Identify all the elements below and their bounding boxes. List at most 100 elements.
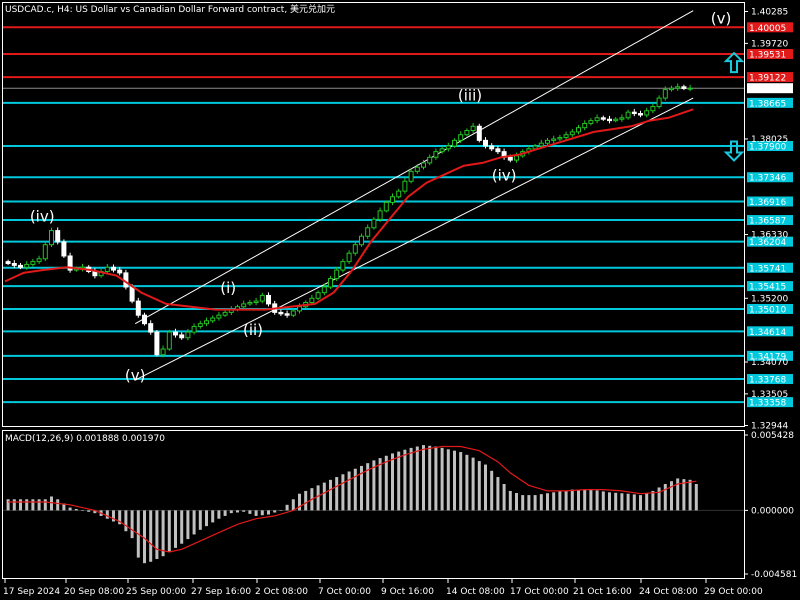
candle-body [247, 302, 253, 305]
macd-bar [403, 449, 407, 511]
candle-body [408, 170, 414, 182]
candle-body [402, 180, 408, 192]
macd-pane[interactable]: MACD(12,26,9) 0.001888 0.001970 [2, 430, 745, 579]
candle-body [396, 190, 402, 198]
price-pane-frame [2, 2, 745, 427]
price-tick-label: 1.40285 [751, 8, 788, 18]
macd-bar [304, 490, 308, 511]
macd-bar [124, 510, 128, 532]
channel-lower-line [134, 97, 694, 381]
macd-bar [6, 499, 10, 511]
level-price-box [747, 22, 793, 33]
level-price-box [747, 172, 793, 183]
current-price-box [747, 83, 793, 94]
macd-bar [614, 492, 618, 511]
macd-bar [589, 489, 593, 511]
candle-body [340, 261, 346, 271]
ascending-channel [134, 10, 694, 381]
candle-body [414, 166, 420, 172]
macd-axis[interactable]: 0.005428 0.000000 -0.004581 [744, 431, 797, 580]
level-price-box [747, 215, 793, 226]
chart-title: USDCAD.c, H4: US Dollar vs Canadian Doll… [5, 3, 335, 15]
macd-bar [608, 492, 611, 511]
candle-body [569, 131, 575, 136]
candle-body [383, 201, 389, 212]
macd-bar [31, 499, 35, 511]
candle-body [650, 106, 656, 112]
candle-body [489, 145, 495, 150]
macd-bar [490, 470, 494, 511]
macd-bar [670, 481, 673, 511]
macd-bar [515, 493, 518, 511]
macd-bar [322, 482, 326, 511]
macd-bar [577, 489, 580, 511]
candle-body [111, 266, 116, 271]
level-price-box [747, 281, 793, 292]
macd-tick-label: -0.004581 [751, 570, 797, 580]
macd-bar [291, 499, 295, 511]
macd-bar [570, 489, 574, 511]
macd-bar [161, 510, 165, 557]
level-price-box [747, 236, 793, 247]
candle-body [61, 241, 67, 257]
macd-bar [143, 510, 146, 564]
level-price-label: 1.38665 [749, 99, 786, 109]
macd-bar [118, 510, 122, 525]
time-axis[interactable]: 17 Sep 2024 20 Sep 08:00 25 Sep 00:00 27 Se… [3, 579, 763, 597]
time-tick-label: 29 Oct 00:00 [704, 587, 763, 597]
macd-bar [205, 510, 208, 527]
macd-bar [248, 510, 252, 514]
wave-label: (iv) [492, 167, 517, 185]
macd-bar [502, 483, 506, 511]
macd-bar [62, 503, 66, 511]
macd-bar [236, 510, 239, 513]
candle-body [476, 125, 482, 141]
candle-body [204, 320, 209, 325]
wave-label: (v) [125, 366, 146, 384]
candle-body [576, 127, 581, 133]
level-price-label: 1.35415 [749, 283, 786, 293]
candle-body [328, 278, 333, 288]
macd-bar [595, 490, 599, 511]
level-price-label: 1.40005 [749, 24, 786, 34]
candle-body [427, 156, 433, 164]
candle-body [210, 317, 216, 322]
candle-body [557, 137, 563, 140]
level-price-box [747, 397, 793, 408]
level-price-label: 1.35741 [749, 264, 786, 274]
macd-bar [422, 445, 425, 511]
macd-bar [155, 510, 159, 559]
price-pane[interactable]: (iv) (v) (i) (ii) (iii) (iv) (v) USDCAD.c, H4:… [2, 2, 745, 427]
price-tick-label: 1.33505 [751, 390, 788, 400]
candle-body [24, 263, 30, 268]
macd-indicator-label: MACD(12,26,9) 0.001888 0.001970 [5, 434, 165, 444]
macd-bar [316, 485, 320, 511]
level-price-box [747, 303, 793, 314]
level-price-box [747, 374, 793, 385]
macd-bar [273, 510, 277, 513]
level-price-label: 1.37900 [749, 143, 786, 153]
macd-bar [446, 449, 450, 511]
macd-bar [279, 510, 283, 511]
price-axis[interactable]: 1.40005 1.39531 1.39122 1.38665 1.37900 1.373… [744, 8, 793, 432]
macd-bar [477, 461, 481, 511]
candle-body [321, 286, 327, 294]
macd-bar [68, 507, 72, 511]
candle-body [253, 300, 259, 304]
macd-bar [459, 452, 463, 511]
candle-body [222, 311, 228, 316]
current-price-label: 1.38925 [749, 85, 786, 95]
macd-bar [546, 493, 549, 511]
level-price-label: 1.34614 [749, 328, 786, 338]
wave-label: (ii) [243, 321, 263, 339]
macd-bar [676, 478, 680, 511]
macd-bar [366, 463, 370, 511]
candle-body [669, 87, 674, 91]
wave-label: (iii) [458, 87, 482, 105]
candle-body [191, 325, 197, 333]
candle-body [36, 258, 42, 263]
time-tick-label: 14 Oct 08:00 [446, 587, 505, 597]
macd-bar [19, 499, 22, 511]
candle-body [390, 196, 395, 203]
